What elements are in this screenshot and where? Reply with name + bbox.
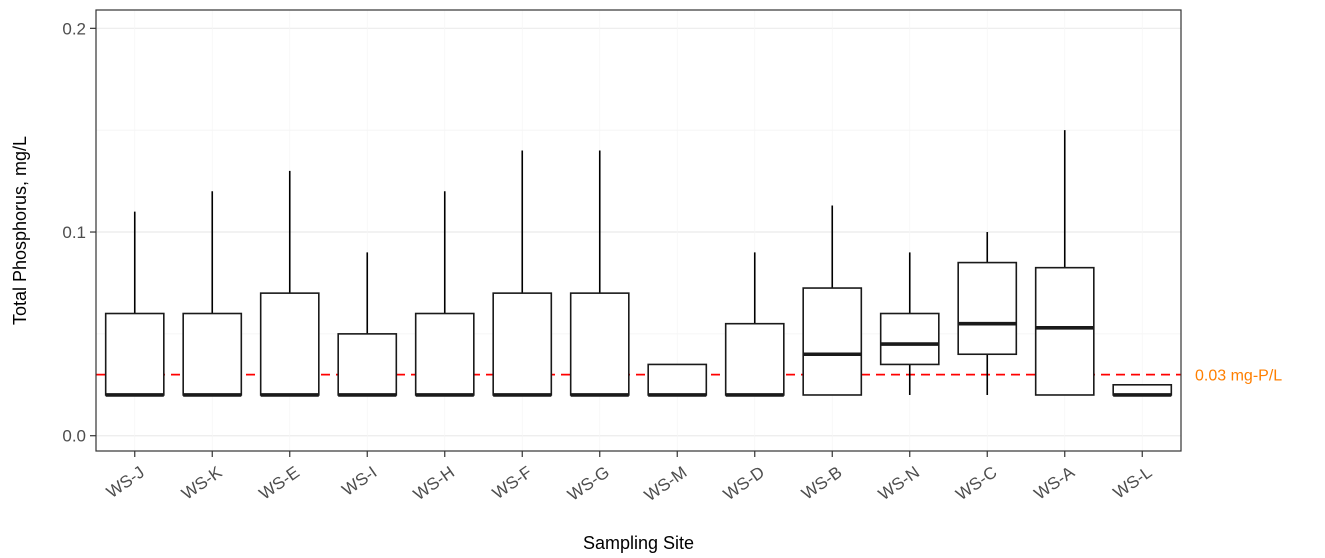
box-ws-b xyxy=(802,205,863,396)
x-tick-label: WS-J xyxy=(103,463,148,502)
box-ws-f xyxy=(492,150,553,397)
box-ws-n xyxy=(879,252,940,395)
box-iqr xyxy=(957,261,1018,356)
x-tick-label: WS-F xyxy=(489,463,535,503)
x-tick-label: WS-I xyxy=(339,463,381,500)
box-iqr xyxy=(182,312,243,396)
box-ws-g xyxy=(569,150,630,397)
box-iqr xyxy=(337,333,398,396)
box-iqr xyxy=(492,292,553,396)
x-tick-label: WS-M xyxy=(641,463,691,506)
box-ws-i xyxy=(337,252,398,397)
x-axis-title: Sampling Site xyxy=(583,533,694,553)
box-ws-e xyxy=(259,170,320,397)
box-iqr xyxy=(414,312,475,396)
x-tick-label: WS-L xyxy=(1110,463,1156,503)
box-ws-k xyxy=(182,191,243,397)
grid-lines xyxy=(96,10,1181,451)
box-iqr xyxy=(104,312,165,396)
reference-line-label: 0.03 mg-P/L xyxy=(1195,368,1282,385)
box-iqr xyxy=(569,292,630,396)
box-iqr xyxy=(1034,266,1095,396)
box-iqr xyxy=(724,322,785,396)
y-tick-label: 0.0 xyxy=(62,427,86,446)
x-tick-label: WS-C xyxy=(952,463,1000,505)
box-ws-d xyxy=(724,252,785,397)
x-tick-label: WS-B xyxy=(798,463,845,504)
x-tick-label: WS-E xyxy=(256,463,303,504)
x-tick-label: WS-N xyxy=(875,463,923,505)
x-tick-label: WS-A xyxy=(1031,462,1079,503)
box-ws-j xyxy=(104,211,165,397)
box-iqr xyxy=(647,363,708,396)
box-ws-l xyxy=(1112,383,1173,397)
box-ws-a xyxy=(1034,130,1095,396)
x-tick-label: WS-H xyxy=(410,463,458,505)
plot-panel-border xyxy=(95,9,1182,452)
x-tick-label: WS-K xyxy=(178,462,226,503)
y-tick-label: 0.1 xyxy=(62,223,86,242)
y-axis-title: Total Phosphorus, mg/L xyxy=(10,136,30,325)
box-ws-c xyxy=(957,232,1018,395)
x-tick-label: WS-D xyxy=(720,463,768,505)
box-ws-m xyxy=(647,363,708,397)
box-ws-h xyxy=(414,191,475,397)
boxes-group xyxy=(104,130,1173,397)
box-iqr xyxy=(259,292,320,396)
y-tick-label: 0.2 xyxy=(62,19,86,38)
box-iqr xyxy=(802,287,863,396)
x-tick-label: WS-G xyxy=(564,463,613,505)
box-iqr xyxy=(879,312,940,366)
